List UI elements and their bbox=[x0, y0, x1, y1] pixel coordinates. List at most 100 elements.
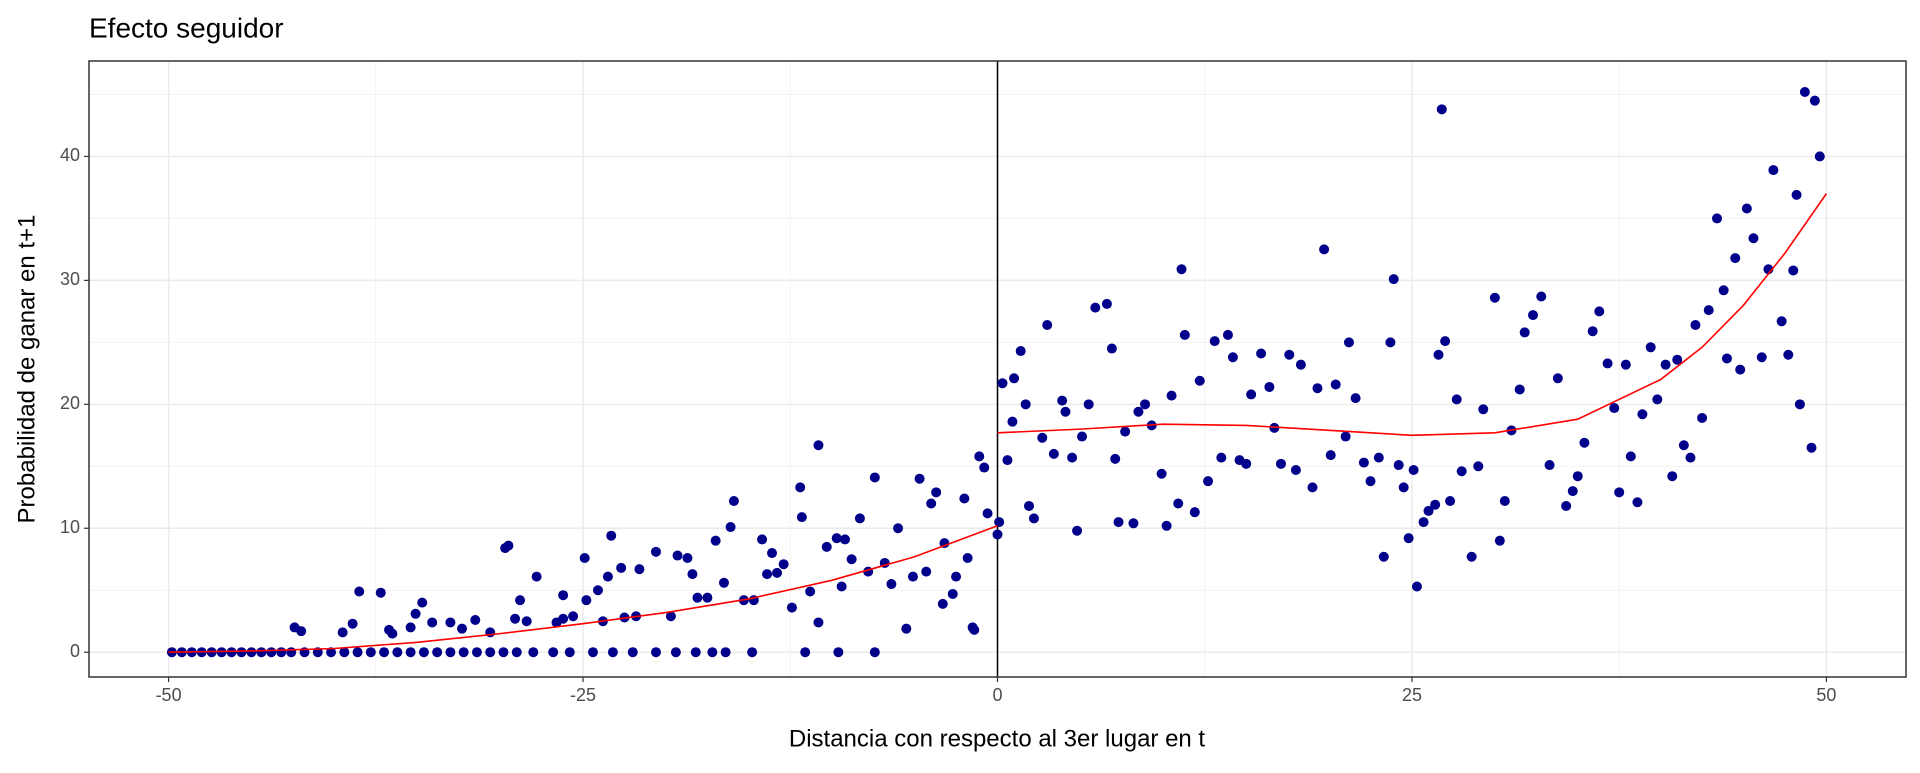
point bbox=[833, 647, 844, 658]
point bbox=[702, 592, 713, 603]
point bbox=[1735, 364, 1746, 375]
point bbox=[1625, 451, 1636, 462]
point bbox=[1106, 343, 1117, 354]
point bbox=[337, 627, 348, 638]
point bbox=[1330, 379, 1341, 390]
point bbox=[1494, 535, 1505, 546]
point bbox=[1632, 497, 1643, 508]
point bbox=[1730, 253, 1741, 264]
point bbox=[1295, 359, 1306, 370]
point bbox=[914, 473, 925, 484]
point bbox=[236, 647, 247, 658]
point bbox=[616, 562, 627, 573]
point bbox=[869, 647, 880, 658]
point bbox=[1194, 375, 1205, 386]
point bbox=[1519, 327, 1530, 338]
point bbox=[1057, 395, 1068, 406]
point bbox=[1473, 461, 1484, 472]
point bbox=[1156, 468, 1167, 479]
point bbox=[728, 496, 739, 506]
point bbox=[1319, 244, 1330, 255]
point bbox=[1373, 452, 1384, 463]
point bbox=[813, 440, 824, 451]
point bbox=[427, 617, 438, 628]
point bbox=[1572, 471, 1583, 482]
y-tick-label: 40 bbox=[60, 145, 80, 165]
x-tick-label: 50 bbox=[1816, 685, 1836, 705]
point bbox=[1741, 203, 1752, 214]
point bbox=[836, 581, 847, 592]
point bbox=[1430, 499, 1441, 510]
point bbox=[969, 624, 980, 635]
point bbox=[767, 548, 778, 559]
point bbox=[672, 550, 683, 561]
point bbox=[1697, 412, 1708, 423]
point bbox=[579, 553, 590, 564]
point bbox=[1478, 404, 1489, 415]
point bbox=[1620, 359, 1631, 370]
point bbox=[1140, 399, 1151, 410]
point bbox=[1561, 500, 1572, 511]
point bbox=[1340, 431, 1351, 442]
fit-line bbox=[997, 193, 1828, 437]
point bbox=[682, 553, 693, 564]
point bbox=[1166, 390, 1177, 401]
point bbox=[339, 647, 350, 658]
point bbox=[405, 647, 416, 658]
point bbox=[1256, 348, 1267, 359]
point bbox=[485, 647, 496, 658]
point bbox=[796, 512, 807, 523]
point bbox=[982, 508, 993, 519]
point bbox=[511, 647, 522, 658]
x-axis-title: Distancia con respecto al 3er lugar en t bbox=[789, 725, 1206, 752]
point bbox=[432, 647, 443, 658]
point bbox=[392, 647, 403, 658]
point bbox=[1579, 437, 1590, 448]
point bbox=[564, 647, 575, 658]
point bbox=[1067, 452, 1078, 463]
point bbox=[854, 513, 865, 524]
point bbox=[1637, 409, 1648, 420]
point bbox=[786, 602, 797, 613]
point bbox=[1806, 442, 1817, 453]
point bbox=[1536, 291, 1547, 302]
point bbox=[531, 571, 542, 582]
point bbox=[470, 614, 481, 625]
point bbox=[1614, 487, 1625, 498]
point bbox=[1077, 431, 1088, 442]
point bbox=[1398, 482, 1409, 493]
point bbox=[718, 577, 729, 588]
point bbox=[457, 623, 468, 634]
point bbox=[846, 554, 857, 565]
chart-title: Efecto seguidor bbox=[89, 12, 284, 43]
point bbox=[1393, 460, 1404, 471]
point bbox=[1209, 336, 1220, 347]
point bbox=[772, 567, 783, 578]
point bbox=[606, 530, 617, 541]
y-tick-label: 0 bbox=[70, 641, 80, 661]
point bbox=[1799, 86, 1810, 97]
point bbox=[352, 647, 363, 658]
point bbox=[498, 647, 509, 658]
point bbox=[1072, 525, 1083, 536]
point bbox=[1090, 302, 1101, 313]
point bbox=[805, 586, 816, 597]
point bbox=[1514, 384, 1525, 395]
point bbox=[1042, 320, 1053, 330]
point bbox=[937, 598, 948, 609]
point bbox=[1667, 471, 1678, 482]
point bbox=[886, 579, 897, 590]
point bbox=[997, 378, 1008, 389]
point bbox=[1290, 465, 1301, 476]
point bbox=[1690, 320, 1701, 330]
point bbox=[266, 647, 277, 658]
point bbox=[1307, 482, 1318, 493]
point bbox=[1809, 95, 1820, 106]
point bbox=[1378, 551, 1389, 562]
point bbox=[1418, 517, 1429, 528]
point bbox=[503, 540, 514, 551]
point bbox=[1544, 460, 1555, 471]
y-axis-title: Probabilidad de ganar en t+1 bbox=[13, 215, 40, 524]
point bbox=[602, 571, 613, 582]
